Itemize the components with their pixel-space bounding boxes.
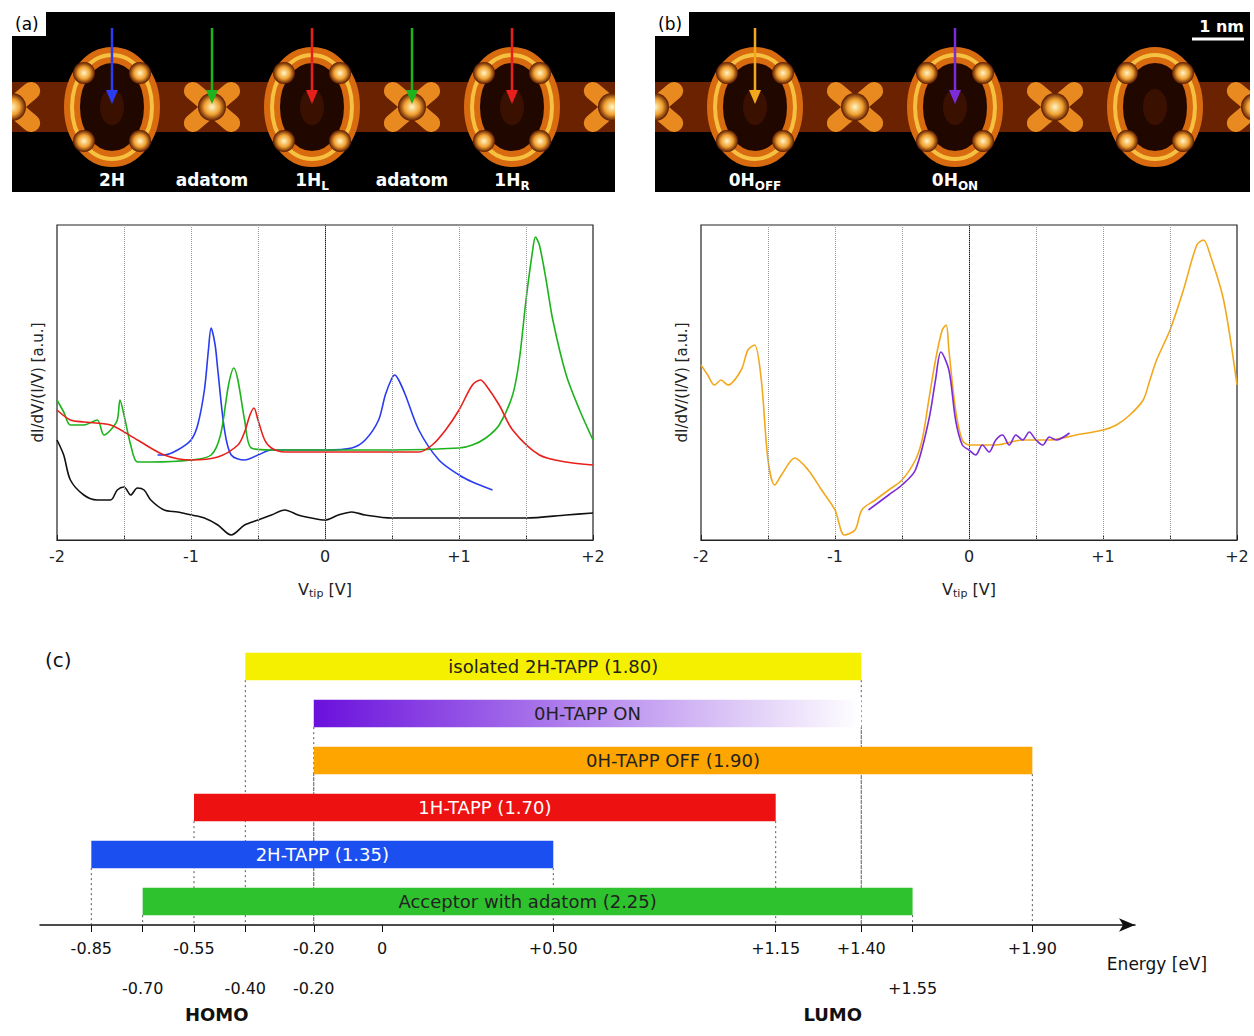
svg-text:1 nm: 1 nm: [1199, 17, 1244, 36]
svg-text:-0.70: -0.70: [122, 979, 163, 998]
svg-text:adatom: adatom: [376, 170, 449, 190]
svg-text:1H-TAPP (1.70): 1H-TAPP (1.70): [418, 797, 551, 818]
svg-text:+1.40: +1.40: [837, 939, 886, 958]
svg-text:adatom: adatom: [176, 170, 249, 190]
svg-text:(c): (c): [45, 648, 72, 672]
svg-text:LUMO: LUMO: [803, 1004, 862, 1025]
svg-text:V: V: [298, 580, 309, 599]
svg-text:V: V: [942, 580, 953, 599]
svg-text:HOMO: HOMO: [185, 1004, 249, 1025]
svg-text:+0.50: +0.50: [529, 939, 578, 958]
svg-text:0: 0: [964, 547, 974, 566]
svg-text:Acceptor with adatom (2.25): Acceptor with adatom (2.25): [398, 891, 656, 912]
svg-text:0H-TAPP OFF (1.90): 0H-TAPP OFF (1.90): [586, 750, 760, 771]
svg-text:+2: +2: [581, 547, 605, 566]
svg-text:tip: tip: [953, 587, 967, 600]
svg-text:[V]: [V]: [323, 580, 352, 599]
svg-text:+1.90: +1.90: [1008, 939, 1057, 958]
svg-text:Energy [eV]: Energy [eV]: [1107, 954, 1207, 974]
svg-text:+1.15: +1.15: [751, 939, 800, 958]
svg-text:-1: -1: [827, 547, 843, 566]
svg-text:-2: -2: [693, 547, 709, 566]
svg-text:-0.85: -0.85: [71, 939, 112, 958]
svg-text:(a): (a): [15, 14, 39, 34]
svg-text:+1.55: +1.55: [888, 979, 937, 998]
svg-text:-0.20: -0.20: [293, 979, 334, 998]
svg-text:0H-TAPP ON: 0H-TAPP ON: [534, 703, 641, 724]
svg-text:1HL: 1HL: [295, 170, 329, 192]
svg-text:-0.40: -0.40: [225, 979, 266, 998]
svg-text:0HON: 0HON: [932, 170, 978, 192]
svg-text:+1: +1: [1091, 547, 1115, 566]
svg-text:-0.20: -0.20: [293, 939, 334, 958]
svg-text:[V]: [V]: [967, 580, 996, 599]
svg-text:-1: -1: [183, 547, 199, 566]
svg-text:1HR: 1HR: [494, 170, 529, 192]
svg-text:+2: +2: [1225, 547, 1249, 566]
svg-text:+1: +1: [447, 547, 471, 566]
svg-text:tip: tip: [309, 587, 323, 600]
svg-text:-2: -2: [49, 547, 65, 566]
svg-text:dI/dV/(I/V) [a.u.]: dI/dV/(I/V) [a.u.]: [29, 323, 47, 443]
svg-text:0: 0: [377, 939, 387, 958]
svg-text:isolated 2H-TAPP (1.80): isolated 2H-TAPP (1.80): [448, 656, 658, 677]
svg-text:2H: 2H: [99, 170, 125, 190]
svg-text:2H-TAPP (1.35): 2H-TAPP (1.35): [256, 844, 389, 865]
svg-text:-0.55: -0.55: [173, 939, 214, 958]
svg-text:(b): (b): [658, 14, 682, 34]
svg-text:dI/dV/(I/V) [a.u.]: dI/dV/(I/V) [a.u.]: [673, 323, 691, 443]
svg-text:0HOFF: 0HOFF: [729, 170, 782, 192]
svg-text:0: 0: [320, 547, 330, 566]
